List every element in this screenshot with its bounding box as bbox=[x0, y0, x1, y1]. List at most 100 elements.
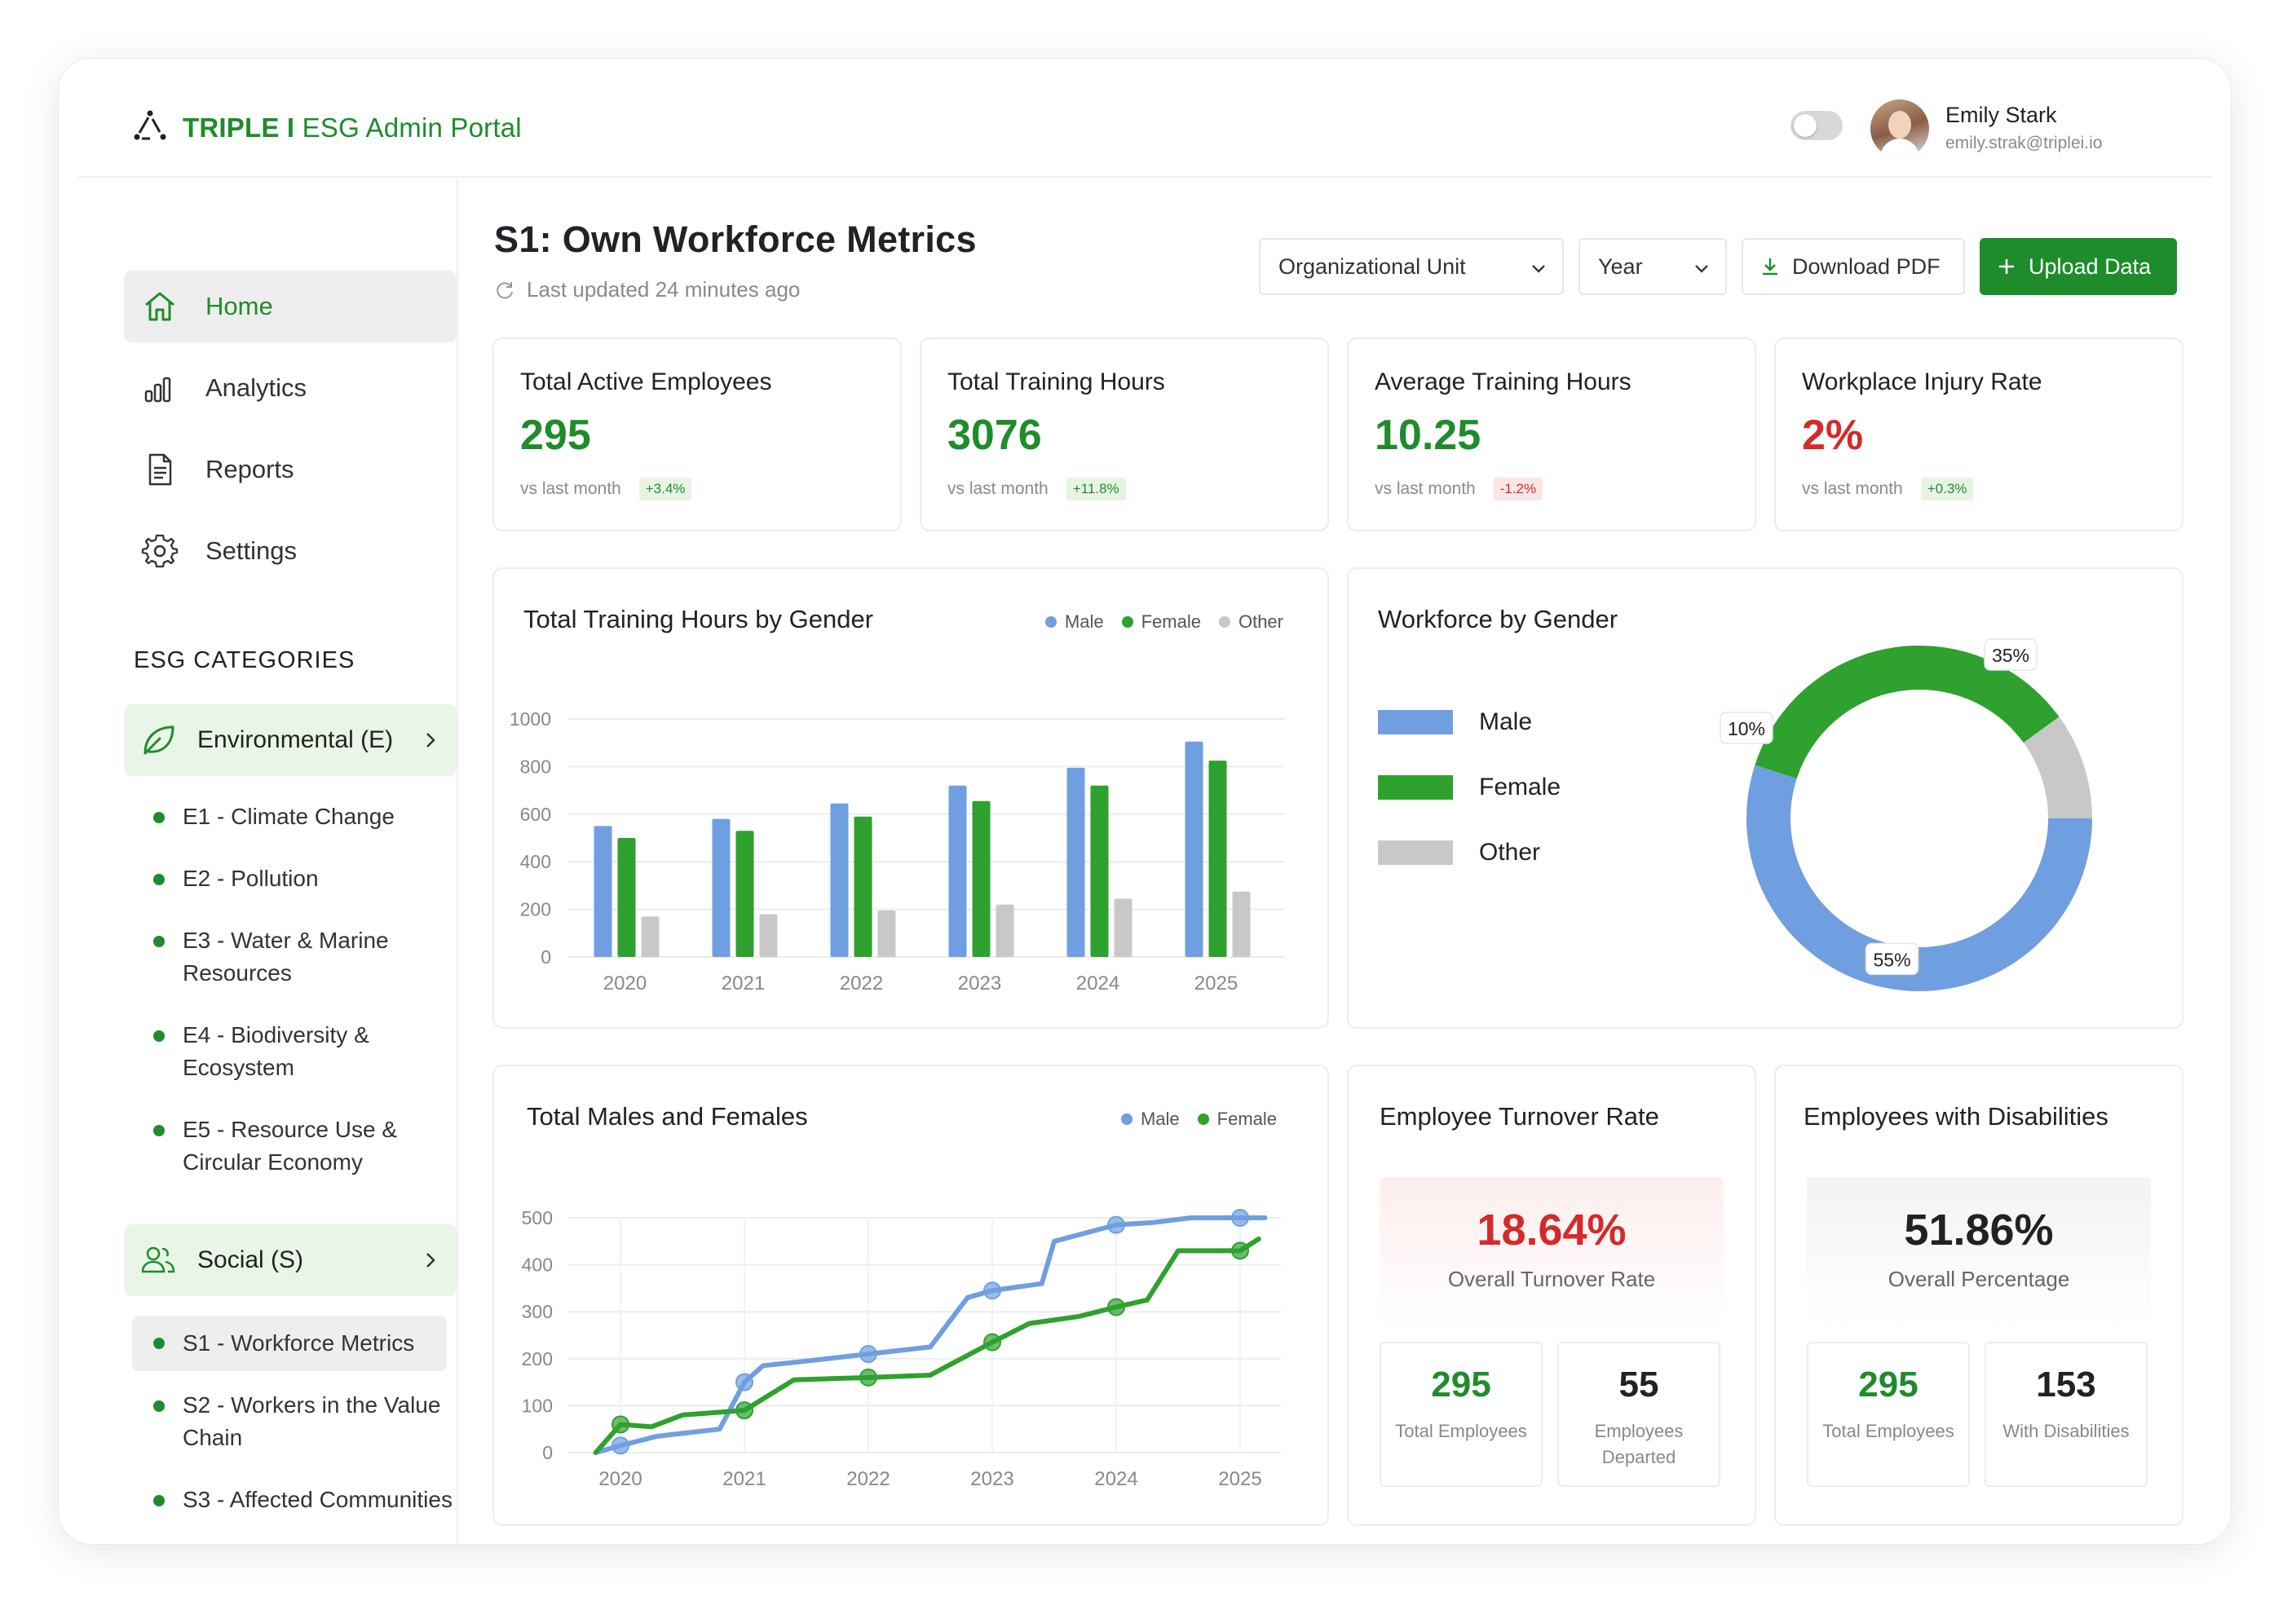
toggle-knob bbox=[1794, 114, 1817, 137]
document-icon bbox=[148, 453, 172, 486]
point-male bbox=[983, 1281, 1001, 1300]
slice-male bbox=[1746, 765, 2092, 991]
card-title: Employees with Disabilities bbox=[1804, 1102, 2108, 1131]
bar-other bbox=[1114, 898, 1133, 957]
bar-female bbox=[735, 831, 754, 957]
x-tick-label: 2023 bbox=[958, 972, 1001, 994]
kpi-card-active-employees: Total Active Employees 295 vs last month… bbox=[492, 337, 902, 531]
kpi-foot: vs last month +3.4% bbox=[520, 478, 692, 501]
point-female bbox=[612, 1415, 629, 1434]
subcategory-s1[interactable]: S1 - Workforce Metrics bbox=[132, 1316, 447, 1371]
bullet-dot bbox=[153, 1125, 165, 1136]
download-pdf-button[interactable]: Download PDF bbox=[1742, 238, 1965, 295]
download-icon bbox=[1763, 258, 1777, 276]
workforce-gender-card: Workforce by Gender Male Female Other 55… bbox=[1347, 567, 2183, 1029]
disabilities-rate-label: Overall Percentage bbox=[1888, 1267, 2070, 1291]
plus-icon bbox=[1999, 259, 2014, 274]
x-tick-label: 2024 bbox=[1094, 1468, 1137, 1490]
user-email: emily.strak@triplei.io bbox=[1945, 134, 2103, 152]
point-female bbox=[735, 1401, 753, 1420]
x-tick-label: 2021 bbox=[722, 972, 765, 994]
year-select[interactable]: Year bbox=[1578, 238, 1727, 295]
y-tick-label: 800 bbox=[520, 756, 551, 777]
x-tick-label: 2025 bbox=[1218, 1468, 1261, 1490]
legend-item-female: Female bbox=[1378, 771, 1590, 804]
legend-item-other: Other bbox=[1218, 611, 1283, 633]
line-male bbox=[593, 1215, 1268, 1455]
bar-male bbox=[830, 803, 849, 957]
point-female bbox=[859, 1368, 877, 1387]
category-social[interactable]: Social (S) bbox=[124, 1224, 457, 1296]
y-tick-label: 300 bbox=[522, 1301, 553, 1322]
point-male bbox=[859, 1345, 877, 1364]
change-badge: +11.8% bbox=[1066, 478, 1126, 501]
point-female bbox=[1107, 1298, 1125, 1316]
bar-other bbox=[996, 904, 1014, 957]
leaf-icon bbox=[144, 725, 174, 755]
point-female bbox=[1231, 1241, 1249, 1260]
bullet-dot bbox=[153, 1495, 165, 1506]
label-bubble bbox=[1865, 942, 1919, 976]
kpi-card-training-hours: Total Training Hours 3076 vs last month +… bbox=[920, 337, 1329, 531]
training-hours-chart-card: Total Training Hours by Gender Male Fema… bbox=[492, 567, 1329, 1029]
x-tick-label: 2023 bbox=[970, 1468, 1013, 1490]
kpi-value: 2% bbox=[1802, 412, 1864, 459]
sidebar-item-label: Home bbox=[205, 292, 273, 320]
bar-female bbox=[617, 838, 636, 957]
category-environmental[interactable]: Environmental (E) bbox=[124, 704, 457, 776]
change-badge: +3.4% bbox=[638, 478, 692, 501]
x-tick-label: 2022 bbox=[846, 1468, 890, 1490]
line-female bbox=[593, 1236, 1261, 1455]
bullet-dot bbox=[153, 874, 165, 885]
turnover-card: Employee Turnover Rate 18.64% Overall Tu… bbox=[1347, 1065, 1756, 1526]
bullet-dot bbox=[153, 1400, 165, 1412]
sidebar-item-analytics[interactable]: Analytics bbox=[124, 352, 457, 424]
kpi-foot: vs last month -1.2% bbox=[1375, 478, 1543, 501]
user-name: Emily Stark bbox=[1945, 103, 2057, 127]
legend-item-male: Male bbox=[1378, 706, 1590, 739]
bullet-dot bbox=[153, 812, 165, 823]
home-icon bbox=[145, 292, 174, 321]
legend-swatch bbox=[1378, 775, 1453, 800]
y-tick-label: 600 bbox=[520, 804, 551, 825]
sidebar-item-home[interactable]: Home bbox=[124, 271, 457, 342]
bar-male bbox=[1185, 741, 1203, 957]
legend-swatch bbox=[1378, 710, 1453, 734]
legend-item-male: Male bbox=[1044, 611, 1104, 633]
bar-male bbox=[1066, 767, 1085, 957]
change-badge: +0.3% bbox=[1920, 478, 1974, 501]
bar-female bbox=[1208, 761, 1227, 957]
stat-employees-departed: 55 Employees Departed bbox=[1557, 1342, 1720, 1487]
page-title: S1: Own Workforce Metrics bbox=[494, 218, 977, 260]
line-chart: 500 400 300 200 100 0 2020 2021 2022 2023 2024 2025 bbox=[522, 1207, 1281, 1490]
x-tick-label: 2022 bbox=[840, 972, 883, 994]
bullet-dot bbox=[153, 1338, 165, 1349]
avatar[interactable] bbox=[1870, 99, 1929, 158]
refresh-icon bbox=[497, 281, 513, 298]
bar-other bbox=[759, 914, 778, 957]
category-label: Environmental (E) bbox=[197, 726, 394, 753]
value-label-text: 10% bbox=[1728, 718, 1765, 739]
disabilities-rate: 51.86% bbox=[1904, 1206, 2054, 1255]
disabilities-rate-box: 51.86% Overall Percentage bbox=[1807, 1177, 2151, 1329]
sidebar: Home Analytics Reports Settings ESG CATE… bbox=[78, 179, 458, 1544]
x-tick-label: 2020 bbox=[603, 972, 647, 994]
bar-male bbox=[594, 826, 612, 957]
x-tick-label: 2021 bbox=[722, 1468, 766, 1490]
x-tick-label: 2025 bbox=[1194, 972, 1238, 994]
analytics-icon bbox=[144, 377, 171, 403]
bullet-dot bbox=[153, 1030, 165, 1042]
theme-toggle[interactable] bbox=[1790, 111, 1843, 140]
org-unit-select[interactable]: Organizational Unit bbox=[1259, 238, 1564, 295]
donut-chart: 55% 35% 10% bbox=[1720, 638, 2092, 991]
upload-data-button[interactable]: Upload Data bbox=[1980, 238, 2177, 295]
value-label-text: 35% bbox=[1992, 645, 2029, 666]
legend-swatch bbox=[1378, 840, 1453, 865]
sidebar-item-reports[interactable]: Reports bbox=[124, 434, 457, 505]
legend-item-female: Female bbox=[1121, 611, 1201, 633]
slice-other bbox=[2023, 717, 2092, 818]
y-tick-label: 200 bbox=[520, 899, 551, 920]
sidebar-item-settings[interactable]: Settings bbox=[124, 515, 457, 587]
bar-female bbox=[854, 816, 872, 957]
kpi-title: Workplace Injury Rate bbox=[1802, 368, 2042, 395]
